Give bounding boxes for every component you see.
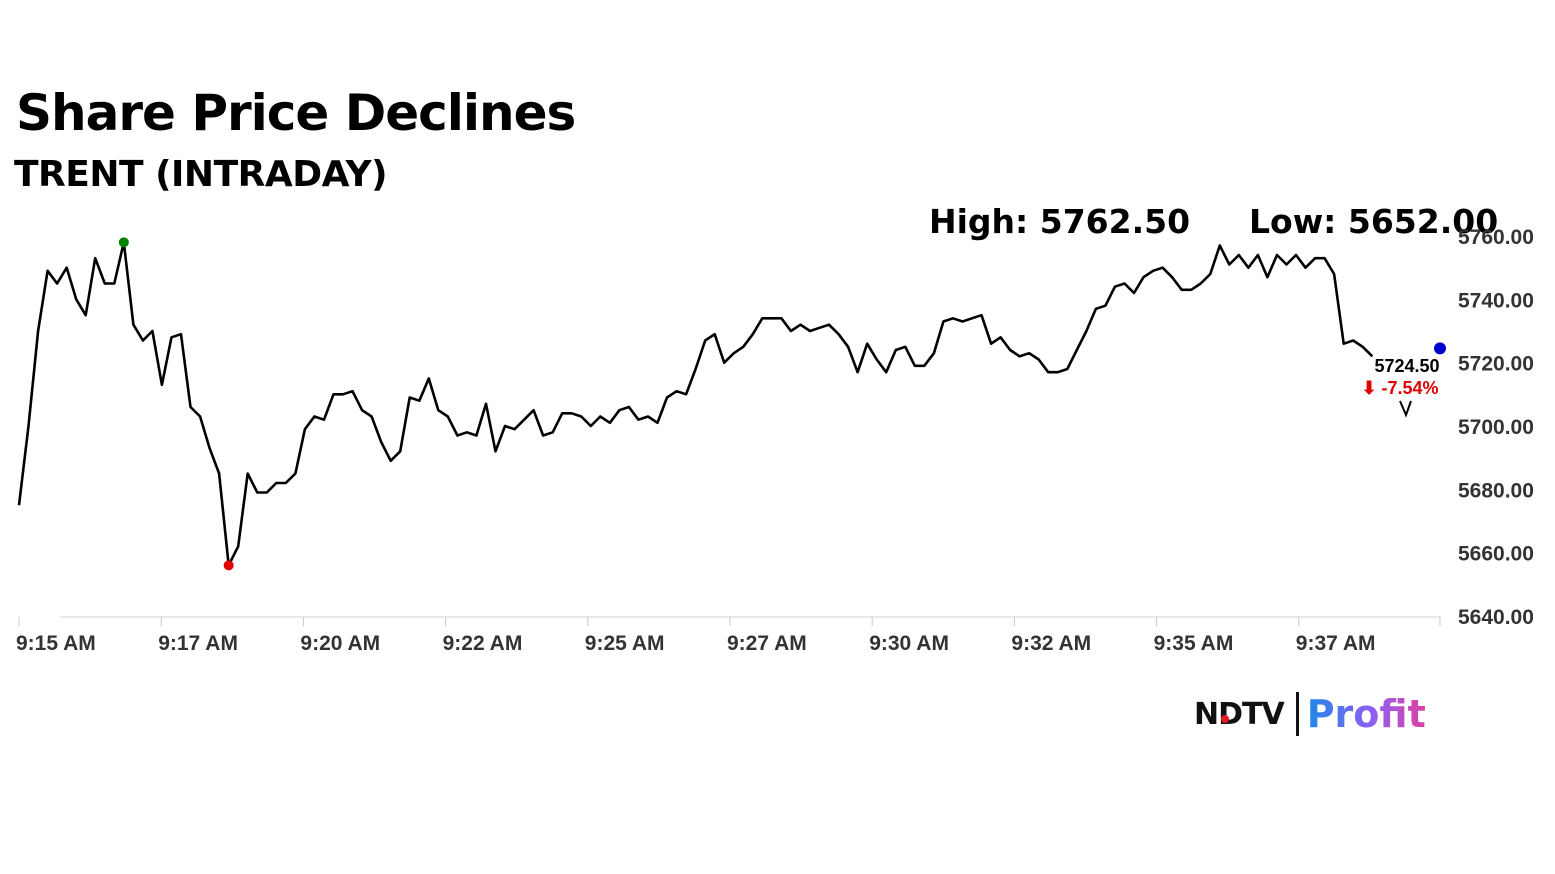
x-tick-label: 9:27 AM [727, 632, 807, 655]
last-value-label: 5724.50 [1374, 356, 1439, 376]
y-tick-label: 5660.00 [1458, 543, 1534, 566]
x-tick-label: 9:25 AM [585, 632, 665, 655]
ndtv-wordmark: NDTV [1194, 697, 1284, 732]
x-tick-label: 9:20 AM [300, 632, 380, 655]
profit-wordmark: Profit [1307, 692, 1426, 736]
y-tick-label: 5700.00 [1458, 416, 1534, 439]
y-tick-label: 5640.00 [1458, 606, 1534, 629]
x-tick-label: 9:15 AM [16, 632, 96, 655]
x-tick-label: 9:30 AM [869, 632, 949, 655]
low-marker [224, 560, 234, 570]
ndtv-profit-logo: NDTV Profit [1194, 690, 1426, 738]
x-tick-label: 9:35 AM [1154, 632, 1234, 655]
x-tick-label: 9:32 AM [1011, 632, 1091, 655]
logo-dot-icon [1221, 715, 1229, 723]
pointer-caret-icon [1400, 401, 1411, 415]
last-value-marker [1434, 342, 1446, 354]
logo-divider [1296, 692, 1299, 736]
price-line [19, 242, 1372, 565]
x-tick-label: 9:17 AM [158, 632, 238, 655]
y-tick-label: 5720.00 [1458, 353, 1534, 376]
x-tick-label: 9:22 AM [443, 632, 523, 655]
x-tick-label: 9:37 AM [1296, 632, 1376, 655]
y-tick-label: 5680.00 [1458, 479, 1534, 502]
change-percent-label: ⬇ -7.54% [1361, 378, 1438, 398]
high-marker [119, 237, 129, 247]
y-tick-label: 5760.00 [1458, 226, 1534, 249]
y-tick-label: 5740.00 [1458, 289, 1534, 312]
